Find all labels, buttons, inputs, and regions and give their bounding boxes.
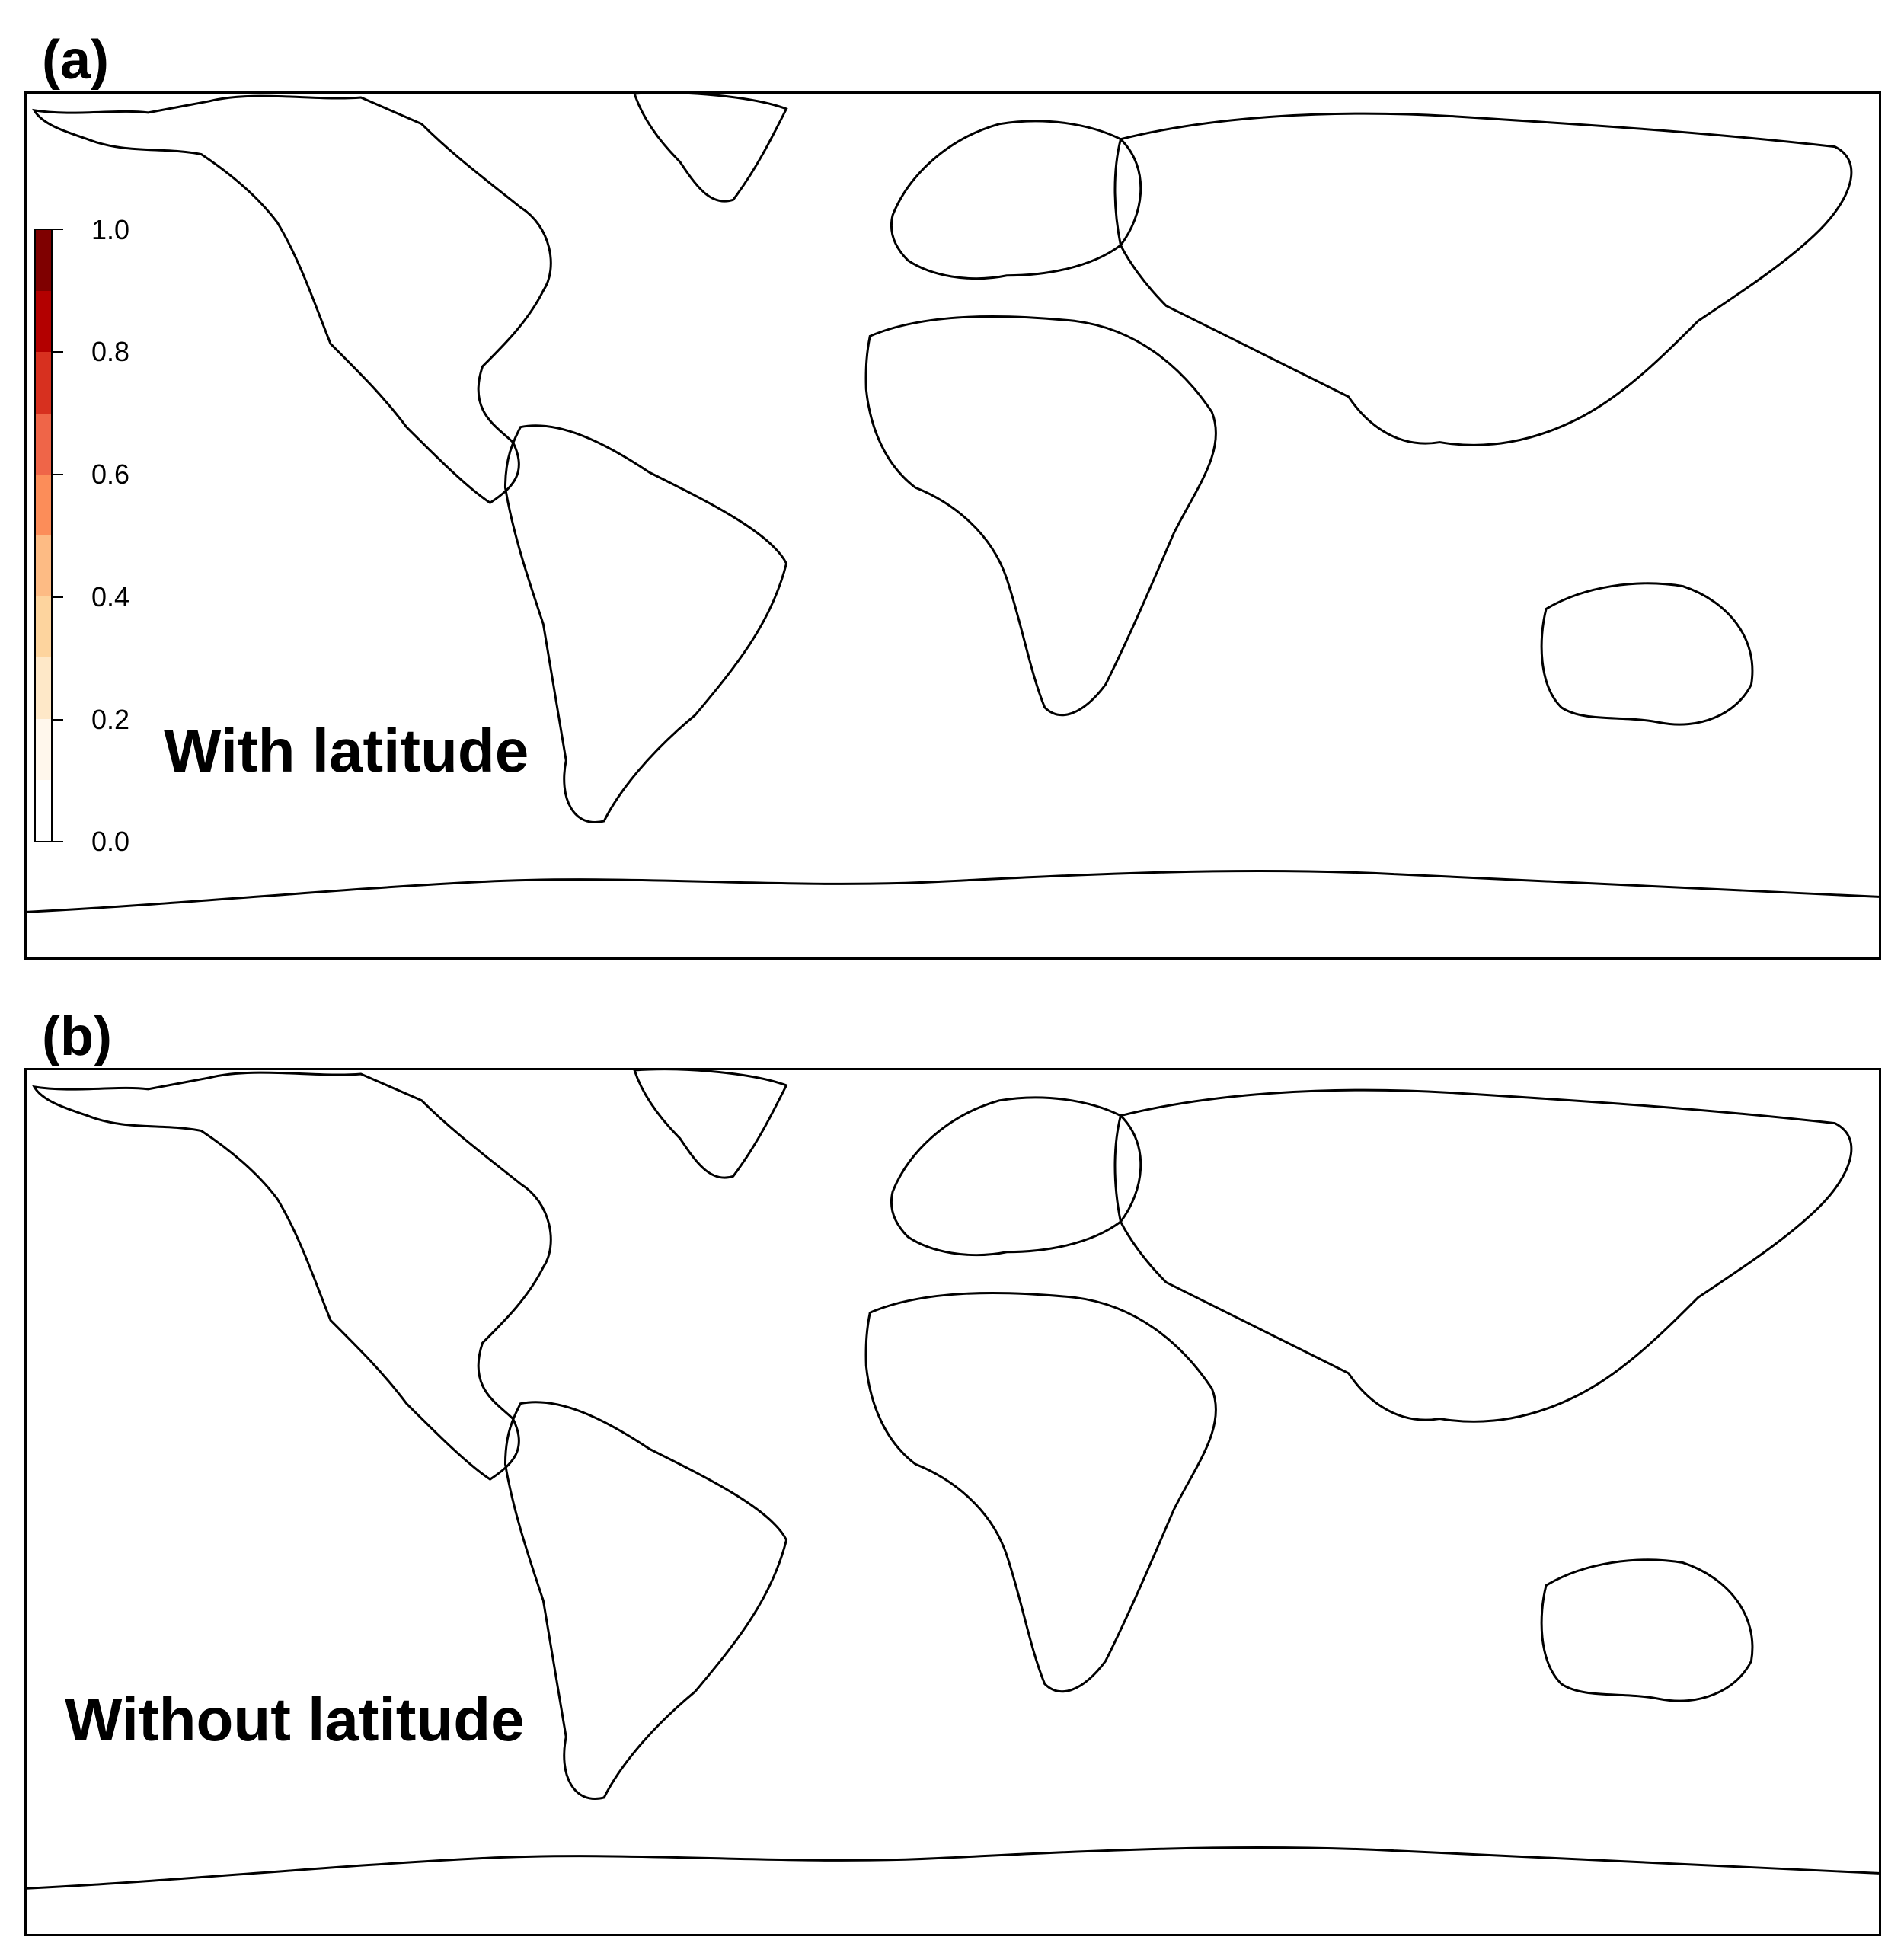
antarctica-outline <box>27 1846 1879 1890</box>
panel-letter: (a) <box>42 30 109 91</box>
legend-tick <box>53 719 63 721</box>
greenland-outline <box>633 1070 788 1179</box>
legend-label-0-8: 0.8 <box>91 336 130 367</box>
legend-tick <box>53 841 63 842</box>
legend-color-bar <box>34 229 53 842</box>
model-label: With latitude <box>164 717 529 785</box>
africa-outline <box>864 1291 1217 1693</box>
legend-label-0-2: 0.2 <box>91 704 130 735</box>
legend-label-0-6: 0.6 <box>91 459 130 490</box>
color-legend: 1.0 0.8 0.6 0.4 0.2 0.0 <box>34 214 156 857</box>
north-america-outline <box>32 94 552 504</box>
legend-tick <box>53 351 63 353</box>
legend-tick <box>53 596 63 598</box>
legend-label-0-4: 0.4 <box>91 581 130 612</box>
legend-tick <box>53 474 63 475</box>
world-map <box>27 1070 1879 1890</box>
australia-outline <box>1540 582 1754 726</box>
legend-label-0-0: 0.0 <box>91 826 130 857</box>
panel-letter: (b) <box>42 1006 112 1067</box>
south-america-outline <box>503 424 788 823</box>
panel-without-latitude: (b) Without latitude <box>0 976 1904 1953</box>
europe-outline <box>890 120 1142 280</box>
world-map <box>27 94 1879 913</box>
world-map-frame <box>24 91 1881 960</box>
africa-outline <box>864 315 1217 717</box>
legend-label-1-0: 1.0 <box>91 214 130 245</box>
greenland-outline <box>633 94 788 203</box>
panel-with-latitude: (a) With latitude <box>0 0 1904 976</box>
asia-outline <box>1113 112 1853 446</box>
world-map-frame <box>24 1068 1881 1936</box>
legend-tick <box>53 229 63 230</box>
asia-outline <box>1113 1088 1853 1423</box>
antarctica-outline <box>27 869 1879 913</box>
south-america-outline <box>503 1401 788 1800</box>
model-label: Without latitude <box>65 1686 525 1753</box>
europe-outline <box>890 1096 1142 1257</box>
australia-outline <box>1540 1558 1754 1702</box>
north-america-outline <box>32 1071 552 1481</box>
